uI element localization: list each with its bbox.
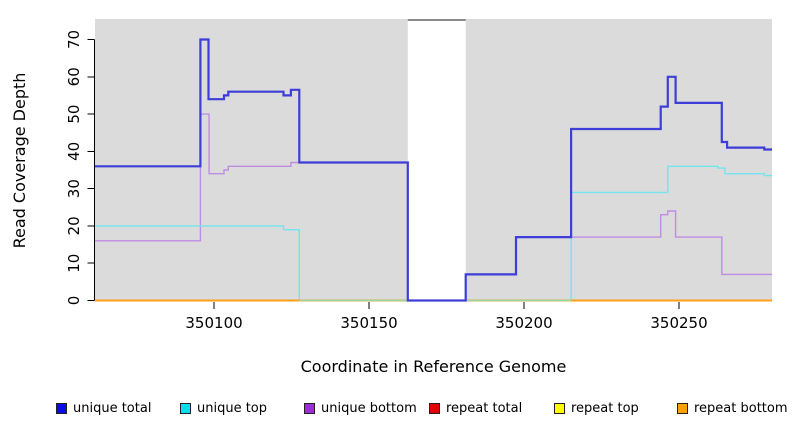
legend-item-unique-total: unique total	[56, 400, 151, 416]
legend-label: repeat bottom	[694, 400, 788, 416]
legend-swatch-repeat-bottom	[677, 402, 688, 414]
legend-swatch-unique-top	[180, 402, 191, 414]
legend-item-repeat-bottom: repeat bottom	[677, 400, 788, 416]
x-tick-label: 350250	[650, 314, 707, 332]
legend-swatch-unique-total	[56, 402, 67, 414]
x-axis-title: Coordinate in Reference Genome	[301, 357, 567, 376]
x-tick-label: 350200	[495, 314, 552, 332]
legend-item-unique-top: unique top	[180, 400, 267, 416]
y-tick-label: 10	[65, 254, 83, 273]
tick-labels: 0 10 20 30 40 50 60 70 350100 350150 350200 350250	[65, 30, 708, 332]
legend-swatch-unique-bottom	[304, 402, 315, 414]
legend-item-repeat-total: repeat total	[429, 400, 522, 416]
y-tick-label: 30	[65, 179, 83, 198]
y-tick-label: 40	[65, 142, 83, 161]
x-tick-label: 350100	[185, 314, 242, 332]
x-tick-label: 350150	[340, 314, 397, 332]
legend-item-unique-bottom: unique bottom	[304, 400, 417, 416]
y-tick-label: 60	[65, 67, 83, 86]
axes	[87, 39, 680, 309]
legend-item-repeat-top: repeat top	[554, 400, 639, 416]
legend-swatch-repeat-total	[429, 402, 440, 414]
y-tick-label: 0	[65, 296, 83, 306]
legend-label: repeat top	[571, 400, 639, 416]
legend-swatch-repeat-top	[554, 402, 565, 414]
line-unique-total	[95, 38, 772, 302]
y-axis-title: Read Coverage Depth	[10, 73, 29, 249]
legend-label: unique top	[197, 400, 268, 416]
legend-label: unique total	[73, 400, 152, 416]
y-tick-label: 20	[65, 216, 83, 235]
y-tick-label: 70	[65, 30, 83, 49]
legend-label: unique bottom	[321, 400, 417, 416]
no-coverage-gap-band	[407, 19, 466, 302]
y-tick-label: 50	[65, 105, 83, 124]
legend-label: repeat total	[446, 400, 523, 416]
coverage-chart: 0 10 20 30 40 50 60 70 350100 350150 350200 350250 C…	[10, 19, 772, 376]
line-unique-top	[95, 165, 772, 302]
